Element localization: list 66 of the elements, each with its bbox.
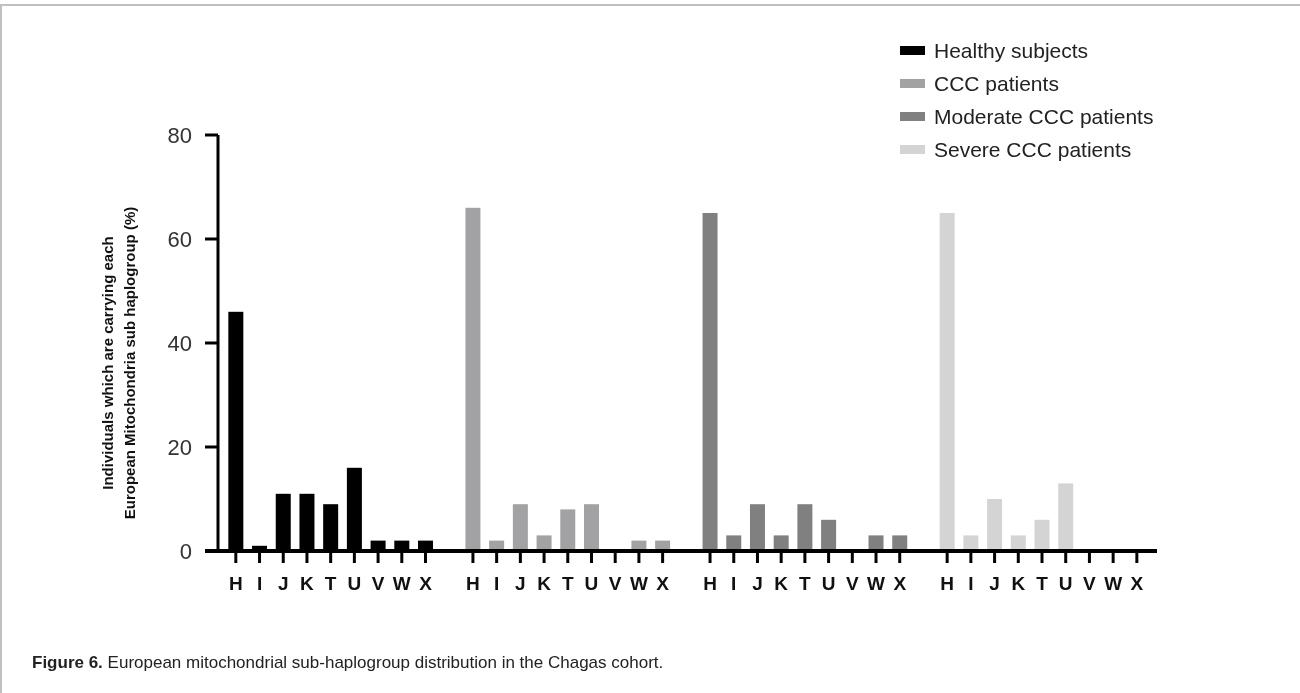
bar bbox=[512, 504, 528, 551]
x-tick-label: H bbox=[940, 572, 955, 594]
x-tick-label: T bbox=[561, 572, 574, 594]
bar bbox=[821, 519, 837, 551]
y-axis-title: Individuals which are carrying each European Mitochondria sub haplogroup (%) bbox=[99, 206, 138, 520]
x-tick-label: W bbox=[629, 572, 648, 594]
bar bbox=[1058, 483, 1074, 551]
bar bbox=[963, 535, 979, 551]
x-tick-label: W bbox=[392, 572, 411, 594]
bar bbox=[868, 535, 884, 551]
bar bbox=[1010, 535, 1026, 551]
x-tick-label: H bbox=[466, 572, 480, 594]
x-tick-label: U bbox=[1058, 572, 1073, 594]
x-tick-label: T bbox=[799, 572, 812, 594]
bar bbox=[939, 213, 955, 551]
x-tick-label: V bbox=[1083, 572, 1097, 594]
x-tick-label: U bbox=[821, 572, 836, 594]
x-tick-label: I bbox=[256, 572, 263, 594]
x-tick-label: W bbox=[1104, 572, 1123, 594]
y-tick-label: 40 bbox=[167, 330, 192, 356]
x-tick-label: X bbox=[1130, 572, 1144, 594]
x-tick-label: H bbox=[703, 572, 717, 594]
x-tick-label: V bbox=[608, 572, 622, 594]
x-tick-label: K bbox=[1011, 572, 1026, 594]
x-tick-label: X bbox=[893, 572, 907, 594]
y-tick-label: 20 bbox=[167, 434, 192, 460]
x-tick-label: X bbox=[656, 572, 670, 594]
x-tick-label: T bbox=[324, 572, 337, 594]
x-tick-label: K bbox=[537, 572, 552, 594]
bar bbox=[702, 213, 718, 551]
x-tick-label: J bbox=[989, 572, 1000, 594]
x-tick-label: J bbox=[277, 572, 289, 594]
x-tick-label: I bbox=[968, 572, 974, 594]
y-tick-label: 80 bbox=[167, 122, 192, 148]
bar bbox=[749, 504, 765, 551]
legend-label: Moderate CCC patients bbox=[934, 104, 1154, 128]
bar bbox=[560, 509, 576, 551]
x-tick-label: T bbox=[1036, 572, 1049, 594]
x-tick-label: J bbox=[752, 572, 763, 594]
bar bbox=[987, 499, 1003, 551]
x-tick-label: V bbox=[371, 572, 385, 594]
x-tick-label: U bbox=[584, 572, 599, 594]
x-tick-label: K bbox=[774, 572, 789, 594]
bar bbox=[726, 535, 742, 551]
bar bbox=[773, 535, 789, 551]
x-tick-label: I bbox=[731, 572, 737, 594]
legend-label: CCC patients bbox=[934, 71, 1059, 95]
legend-label: Severe CCC patients bbox=[934, 137, 1132, 161]
bar bbox=[1034, 519, 1050, 551]
bar bbox=[892, 535, 908, 551]
x-tick-label: V bbox=[845, 572, 859, 594]
bar bbox=[536, 535, 552, 551]
bar bbox=[583, 504, 599, 551]
x-tick-label: U bbox=[347, 572, 362, 594]
x-tick-label: W bbox=[867, 572, 886, 594]
x-tick-label: I bbox=[494, 572, 500, 594]
x-tick-label: X bbox=[419, 572, 433, 594]
caption: Figure 6. European mitochondrial sub-haplogroup distribution in the Chagas cohort. bbox=[32, 652, 664, 672]
x-tick-label: J bbox=[515, 572, 526, 594]
legend-label: Healthy subjects bbox=[934, 38, 1089, 62]
y-tick-label: 60 bbox=[167, 226, 192, 252]
x-tick-label: K bbox=[300, 572, 315, 594]
bar bbox=[797, 504, 813, 551]
y-tick-label: 0 bbox=[179, 538, 192, 564]
bar bbox=[465, 207, 481, 551]
x-tick-label: H bbox=[228, 572, 243, 594]
